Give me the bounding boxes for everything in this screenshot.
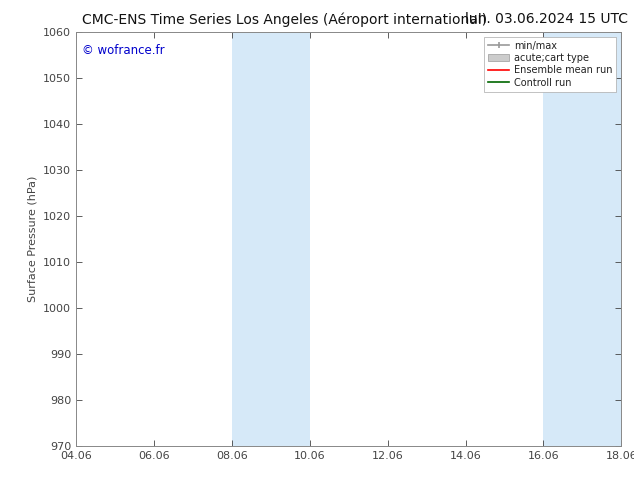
Y-axis label: Surface Pressure (hPa): Surface Pressure (hPa) xyxy=(27,176,37,302)
Text: lun. 03.06.2024 15 UTC: lun. 03.06.2024 15 UTC xyxy=(465,12,628,26)
Bar xyxy=(543,32,621,446)
Legend: min/max, acute;cart type, Ensemble mean run, Controll run: min/max, acute;cart type, Ensemble mean … xyxy=(484,37,616,92)
Bar xyxy=(232,32,310,446)
Text: © wofrance.fr: © wofrance.fr xyxy=(82,44,164,57)
Text: CMC-ENS Time Series Los Angeles (Aéroport international): CMC-ENS Time Series Los Angeles (Aéropor… xyxy=(82,12,488,27)
